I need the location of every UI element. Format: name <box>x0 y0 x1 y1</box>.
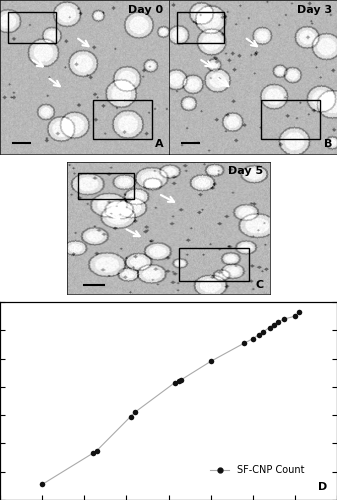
Point <box>275 318 281 326</box>
Point <box>172 378 178 386</box>
Bar <box>93 100 152 138</box>
Point <box>250 335 255 343</box>
Text: Day 5: Day 5 <box>228 166 264 176</box>
Point <box>132 408 137 416</box>
Point <box>176 377 182 385</box>
Text: B: B <box>324 140 332 149</box>
Point <box>297 308 302 316</box>
Point <box>94 446 100 454</box>
Bar <box>177 12 224 43</box>
Point <box>292 312 298 320</box>
Point <box>128 412 133 420</box>
Point <box>242 339 247 347</box>
Text: A: A <box>155 140 163 149</box>
Point <box>179 376 184 384</box>
Point <box>39 480 45 488</box>
Text: Day 0: Day 0 <box>128 4 163 15</box>
Text: C: C <box>255 280 264 290</box>
Point <box>267 324 272 332</box>
Text: D: D <box>318 482 327 492</box>
Point <box>208 358 213 366</box>
Bar <box>78 172 134 199</box>
Point <box>282 315 287 323</box>
Bar <box>179 248 249 281</box>
Bar <box>261 100 320 138</box>
Point <box>261 328 266 336</box>
Text: Day 3: Day 3 <box>297 4 332 15</box>
Legend: SF-CNP Count: SF-CNP Count <box>206 462 309 479</box>
Point <box>90 450 95 458</box>
Bar <box>8 12 56 43</box>
Point <box>256 330 262 338</box>
Point <box>271 320 276 328</box>
